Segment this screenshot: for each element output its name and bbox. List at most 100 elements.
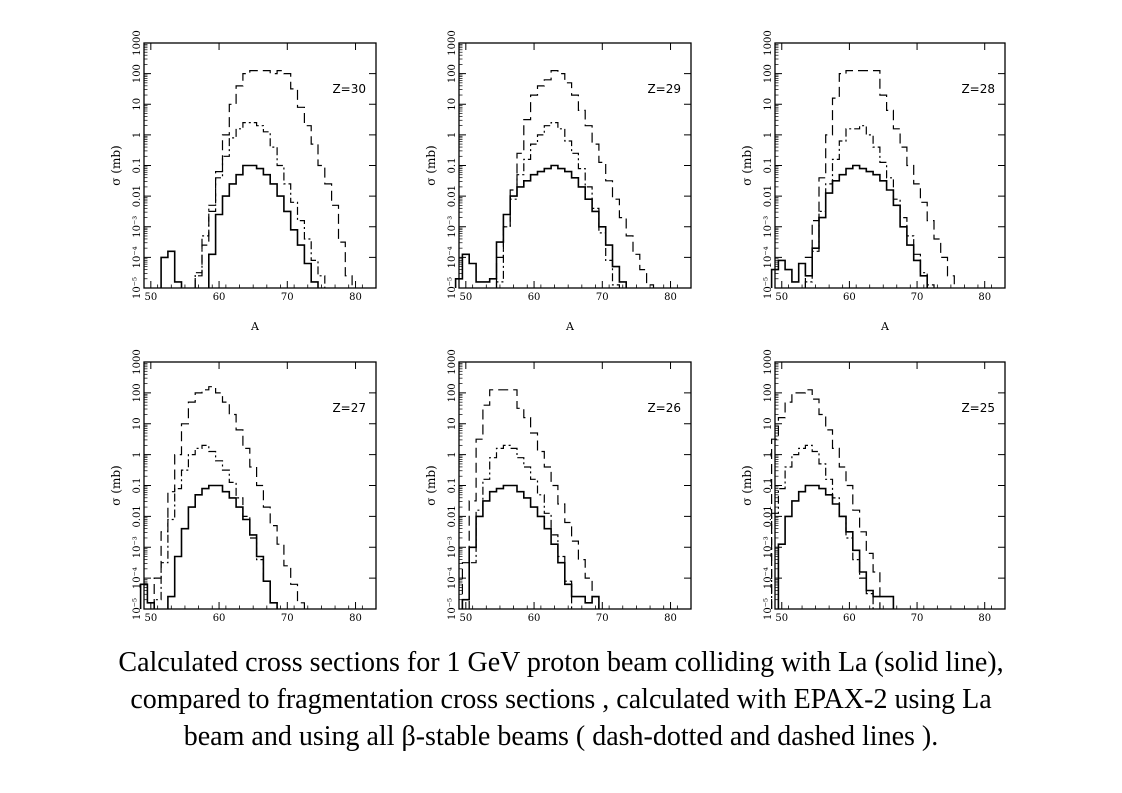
y-tick-label: 10⁻⁴ bbox=[763, 567, 774, 589]
y-tick-label: 10⁻⁵ bbox=[763, 277, 774, 299]
series-dash-dotted bbox=[804, 125, 935, 288]
x-tick-label: 80 bbox=[664, 292, 677, 303]
panel-label: Z=28 bbox=[961, 82, 995, 96]
y-tick-label: 1000 bbox=[447, 349, 458, 374]
caption-line-3: beam and using all β-stable beams ( dash… bbox=[183, 721, 939, 752]
y-tick-label: 0.01 bbox=[763, 185, 774, 207]
panel-label: Z=27 bbox=[332, 401, 366, 415]
caption-line-1: Calculated cross sections for 1 GeV prot… bbox=[118, 647, 1004, 678]
x-tick-label: 70 bbox=[911, 613, 924, 624]
y-tick-label: 10⁻³ bbox=[447, 536, 458, 558]
x-axis-label: A bbox=[565, 320, 575, 333]
y-tick-label: 10 bbox=[132, 417, 143, 430]
y-tick-label: 10⁻³ bbox=[132, 536, 143, 558]
x-tick-label: 60 bbox=[843, 292, 856, 303]
y-axis-label: σ (mb) bbox=[109, 145, 123, 185]
y-tick-label: 0.1 bbox=[132, 158, 143, 174]
series-solid bbox=[139, 484, 278, 609]
y-tick-label: 0.01 bbox=[447, 185, 458, 207]
y-axis-label: σ (mb) bbox=[740, 145, 754, 185]
x-axis-label: A bbox=[880, 320, 890, 333]
x-axis-label: A bbox=[250, 320, 260, 333]
y-tick-label: 10⁻³ bbox=[763, 536, 774, 558]
y-tick-label: 10⁻³ bbox=[132, 216, 143, 238]
x-tick-label: 50 bbox=[775, 292, 788, 303]
panel-label: Z=30 bbox=[332, 82, 366, 96]
y-axis-label: σ (mb) bbox=[740, 465, 754, 505]
series-dash-dotted bbox=[153, 444, 278, 609]
y-tick-label: 1 bbox=[763, 451, 774, 457]
series-solid bbox=[461, 484, 600, 609]
y-tick-label: 1 bbox=[763, 132, 774, 138]
y-tick-label: 1 bbox=[132, 132, 143, 138]
series-solid bbox=[777, 484, 895, 609]
y-tick-label: 100 bbox=[132, 64, 143, 83]
y-tick-label: 10⁻⁴ bbox=[763, 246, 774, 268]
caption-line-2: compared to fragmentation cross sections… bbox=[130, 684, 992, 715]
x-tick-label: 60 bbox=[213, 613, 226, 624]
y-tick-label: 0.1 bbox=[447, 478, 458, 494]
y-tick-label: 0.01 bbox=[447, 505, 458, 527]
y-tick-label: 10 bbox=[132, 98, 143, 111]
y-tick-label: 0.1 bbox=[447, 158, 458, 174]
panel-label: Z=25 bbox=[961, 401, 995, 415]
y-tick-label: 10 bbox=[447, 98, 458, 111]
panel-label: Z=26 bbox=[647, 401, 681, 415]
y-tick-label: 100 bbox=[447, 64, 458, 83]
x-tick-label: 50 bbox=[459, 292, 472, 303]
y-tick-label: 1 bbox=[447, 132, 458, 138]
x-tick-label: 60 bbox=[213, 292, 226, 303]
y-tick-label: 100 bbox=[447, 383, 458, 402]
x-tick-label: 50 bbox=[144, 613, 157, 624]
panel-label: Z=29 bbox=[647, 82, 681, 96]
x-tick-label: 70 bbox=[281, 292, 294, 303]
series-dash-dotted bbox=[194, 122, 326, 288]
x-tick-label: 80 bbox=[978, 292, 991, 303]
x-tick-label: 60 bbox=[528, 613, 541, 624]
y-tick-label: 0.1 bbox=[763, 478, 774, 494]
y-tick-label: 1000 bbox=[763, 30, 774, 55]
panel-z30: 50 60 70 80 10⁻⁵ 10⁻⁴ 10⁻³ 0.01 0.1 1 10 100 1000 σ (… bbox=[109, 30, 377, 333]
x-tick-label: 60 bbox=[843, 613, 856, 624]
y-tick-label: 10⁻⁴ bbox=[447, 567, 458, 589]
x-tick-label: 80 bbox=[978, 613, 991, 624]
panel-z26: 50 60 70 80 10⁻⁵ 10⁻⁴ 10⁻³ 0.01 0.1 1 10 100 1000 σ (… bbox=[424, 349, 692, 624]
y-tick-label: 1 bbox=[132, 451, 143, 457]
plot-frame bbox=[774, 42, 1006, 289]
y-tick-label: 1000 bbox=[132, 30, 143, 55]
y-tick-label: 10⁻³ bbox=[447, 216, 458, 238]
y-tick-label: 100 bbox=[763, 64, 774, 83]
x-tick-label: 50 bbox=[459, 613, 472, 624]
figure-caption: Calculated cross sections for 1 GeV prot… bbox=[0, 644, 1122, 755]
y-tick-label: 0.01 bbox=[132, 185, 143, 207]
series-dashed bbox=[804, 70, 955, 288]
series-dash-dotted bbox=[771, 444, 874, 609]
y-tick-label: 1000 bbox=[763, 349, 774, 374]
panel-z27: 50 60 70 80 10⁻⁵ 10⁻⁴ 10⁻³ 0.01 0.1 1 10 100 1000 σ (… bbox=[109, 349, 377, 624]
figure-panels: 50 60 70 80 10⁻⁵ 10⁻⁴ 10⁻³ 0.01 0.1 1 10 100 1000 σ (… bbox=[109, 30, 1006, 624]
y-tick-label: 10⁻⁵ bbox=[132, 277, 143, 299]
y-tick-label: 100 bbox=[763, 383, 774, 402]
x-tick-label: 70 bbox=[596, 613, 609, 624]
y-tick-label: 0.1 bbox=[763, 158, 774, 174]
series-dashed bbox=[461, 389, 600, 609]
y-axis-label: σ (mb) bbox=[424, 465, 438, 505]
panel-z28: 50 60 70 80 10⁻⁵ 10⁻⁴ 10⁻³ 0.01 0.1 1 10 100 1000 σ (… bbox=[740, 30, 1006, 333]
y-axis-label: σ (mb) bbox=[109, 465, 123, 505]
y-tick-label: 10⁻⁵ bbox=[447, 277, 458, 299]
series-dash-dotted bbox=[468, 444, 573, 609]
x-tick-label: 70 bbox=[281, 613, 294, 624]
x-tick-label: 50 bbox=[144, 292, 157, 303]
plot-frame bbox=[458, 42, 692, 289]
x-tick-label: 80 bbox=[349, 292, 362, 303]
series-dashed bbox=[153, 386, 305, 609]
x-tick-label: 80 bbox=[664, 613, 677, 624]
series-dashed bbox=[495, 70, 655, 288]
y-tick-label: 0.01 bbox=[763, 505, 774, 527]
y-tick-label: 10⁻³ bbox=[763, 216, 774, 238]
y-tick-label: 10⁻⁵ bbox=[132, 598, 143, 620]
x-tick-label: 50 bbox=[775, 613, 788, 624]
y-tick-label: 0.01 bbox=[132, 505, 143, 527]
y-tick-label: 1 bbox=[447, 451, 458, 457]
panel-z29: 50 60 70 80 10⁻⁵ 10⁻⁴ 10⁻³ 0.01 0.1 1 10 100 1000 σ (… bbox=[424, 30, 692, 333]
